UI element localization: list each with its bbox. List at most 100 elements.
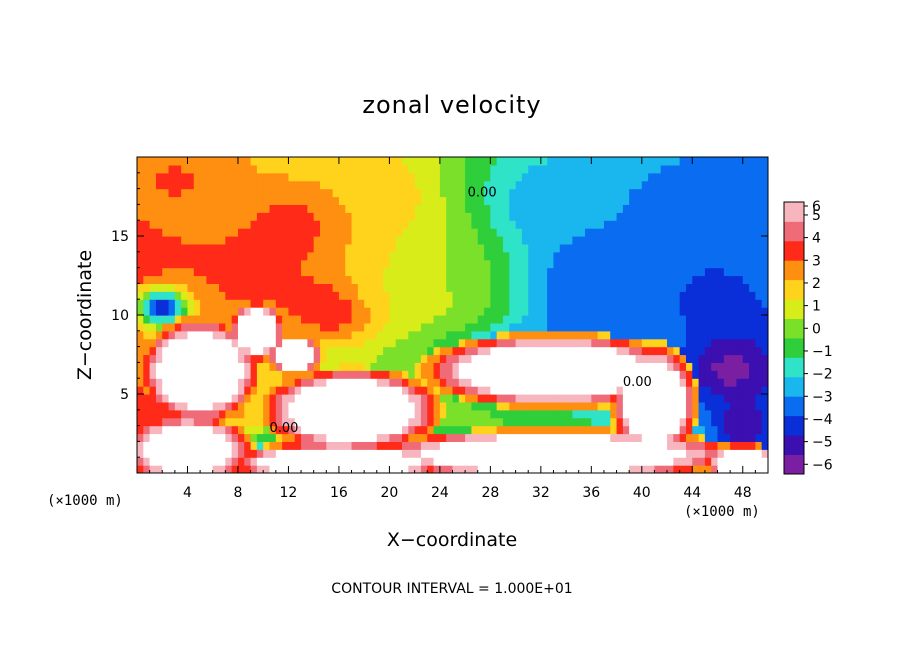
heatmap-cell	[237, 354, 245, 363]
heatmap-cell	[237, 322, 245, 332]
heatmap-cell	[149, 267, 157, 277]
heatmap-cell	[578, 362, 586, 371]
heatmap-cell	[389, 157, 397, 166]
heatmap-cell	[723, 386, 731, 395]
heatmap-cell	[641, 291, 649, 300]
heatmap-cell	[521, 409, 529, 419]
heatmap-cell	[679, 425, 687, 435]
heatmap-cell	[351, 196, 359, 205]
heatmap-cell	[313, 338, 321, 348]
heatmap-cell	[402, 465, 409, 473]
heatmap-cell	[515, 330, 523, 340]
heatmap-cell	[408, 409, 416, 419]
heatmap-cell	[635, 370, 643, 379]
heatmap-cell	[168, 275, 176, 284]
heatmap-cell	[711, 283, 719, 292]
heatmap-cell	[420, 465, 428, 473]
heatmap-cell	[458, 204, 466, 213]
heatmap-cell	[288, 378, 296, 387]
heatmap-cell	[244, 299, 252, 308]
heatmap-cell	[471, 172, 479, 182]
heatmap-cell	[288, 338, 296, 348]
heatmap-cell	[648, 307, 656, 316]
heatmap-cell	[244, 354, 252, 363]
heatmap-cell	[439, 157, 447, 166]
heatmap-cell	[490, 220, 498, 229]
heatmap-cell	[402, 228, 409, 237]
heatmap-cell	[338, 362, 346, 371]
heatmap-cell	[168, 291, 176, 300]
heatmap-cell	[250, 291, 258, 300]
heatmap-cell	[490, 291, 498, 300]
heatmap-cell	[597, 465, 605, 473]
heatmap-cell	[667, 322, 674, 332]
heatmap-cell	[685, 457, 693, 466]
heatmap-cell	[193, 180, 201, 190]
heatmap-cell	[168, 259, 176, 269]
heatmap-cell	[553, 330, 561, 340]
heatmap-cell	[181, 338, 189, 348]
heatmap-cell	[231, 220, 239, 229]
heatmap-cell	[685, 386, 693, 395]
heatmap-cell	[471, 386, 479, 395]
heatmap-cell	[559, 362, 567, 371]
heatmap-cell	[231, 409, 239, 419]
heatmap-cell	[496, 283, 504, 292]
heatmap-cell	[420, 401, 428, 411]
heatmap-cell	[427, 243, 435, 253]
heatmap-cell	[408, 378, 416, 387]
heatmap-cell	[212, 172, 220, 182]
heatmap-cell	[174, 283, 182, 292]
colorbar-swatch	[784, 240, 804, 261]
heatmap-cell	[174, 236, 182, 245]
heatmap-cell	[749, 409, 756, 419]
heatmap-cell	[667, 338, 674, 348]
heatmap-cell	[408, 346, 416, 356]
heatmap-cell	[408, 425, 416, 435]
heatmap-cell	[263, 338, 271, 348]
heatmap-cell	[319, 354, 327, 363]
heatmap-cell	[231, 433, 239, 442]
heatmap-cell	[654, 354, 662, 363]
heatmap-cell	[502, 164, 510, 174]
heatmap-cell	[452, 465, 460, 473]
heatmap-cell	[143, 283, 151, 292]
heatmap-cell	[603, 196, 611, 205]
heatmap-cell	[723, 180, 731, 190]
heatmap-cell	[269, 378, 277, 387]
heatmap-cell	[288, 394, 296, 403]
heatmap-cell	[420, 441, 428, 450]
heatmap-cell	[641, 441, 649, 450]
heatmap-cell	[307, 441, 315, 450]
heatmap-cell	[471, 425, 479, 435]
heatmap-cell	[673, 243, 681, 253]
heatmap-cell	[319, 433, 327, 442]
heatmap-cell	[509, 283, 517, 292]
heatmap-cell	[730, 172, 738, 182]
heatmap-cell	[357, 378, 365, 387]
heatmap-cell	[534, 180, 542, 190]
heatmap-cell	[629, 362, 637, 371]
heatmap-cell	[256, 401, 264, 411]
heatmap-cell	[402, 315, 409, 324]
heatmap-cell	[219, 251, 226, 261]
heatmap-cell	[225, 204, 233, 213]
heatmap-cell	[332, 394, 340, 403]
heatmap-cell	[578, 417, 586, 427]
heatmap-cell	[357, 157, 365, 166]
heatmap-cell	[629, 378, 637, 387]
heatmap-cell	[364, 449, 372, 458]
heatmap-cell	[484, 307, 491, 316]
heatmap-cell	[143, 330, 151, 340]
heatmap-cell	[534, 267, 542, 277]
heatmap-cell	[181, 275, 189, 284]
heatmap-cell	[395, 346, 403, 356]
heatmap-cell	[181, 243, 189, 253]
heatmap-cell	[149, 378, 157, 387]
heatmap-cell	[294, 267, 302, 277]
colorbar-swatch	[784, 260, 804, 281]
heatmap-cell	[477, 465, 485, 473]
heatmap-cell	[439, 370, 447, 379]
heatmap-cell	[585, 251, 592, 261]
heatmap-cell	[591, 196, 599, 205]
